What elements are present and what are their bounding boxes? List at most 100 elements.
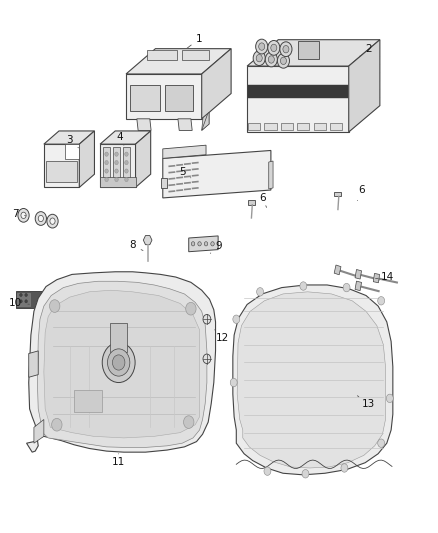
Polygon shape (37, 281, 207, 447)
Circle shape (198, 241, 201, 246)
Text: 8: 8 (129, 240, 143, 251)
Polygon shape (269, 161, 273, 189)
Polygon shape (330, 123, 342, 130)
Circle shape (113, 355, 125, 370)
Circle shape (105, 160, 108, 165)
Circle shape (115, 152, 118, 156)
Polygon shape (247, 66, 349, 132)
Circle shape (105, 152, 108, 156)
Circle shape (203, 354, 211, 364)
Circle shape (211, 241, 214, 246)
Polygon shape (233, 285, 393, 475)
Circle shape (386, 394, 393, 402)
Polygon shape (373, 273, 380, 283)
Text: 3: 3 (67, 135, 78, 148)
Circle shape (21, 212, 26, 219)
Circle shape (256, 54, 262, 62)
Circle shape (378, 296, 385, 305)
Polygon shape (161, 178, 167, 189)
Polygon shape (137, 119, 151, 131)
Polygon shape (16, 291, 42, 308)
Circle shape (115, 160, 118, 165)
Circle shape (125, 152, 128, 156)
Polygon shape (147, 50, 177, 60)
Text: 14: 14 (375, 272, 394, 282)
Circle shape (107, 349, 130, 376)
Circle shape (300, 282, 307, 290)
Polygon shape (135, 131, 151, 188)
Circle shape (25, 300, 28, 303)
Polygon shape (202, 112, 209, 131)
Polygon shape (163, 150, 271, 198)
Polygon shape (247, 39, 380, 66)
Circle shape (271, 44, 277, 52)
Polygon shape (100, 177, 135, 188)
Circle shape (265, 52, 277, 67)
Polygon shape (100, 144, 135, 188)
Polygon shape (265, 123, 276, 130)
Polygon shape (202, 49, 231, 119)
Circle shape (18, 208, 29, 222)
Circle shape (47, 214, 58, 228)
Text: 1: 1 (187, 34, 203, 49)
Polygon shape (102, 147, 110, 184)
Text: 7: 7 (12, 209, 26, 219)
Polygon shape (126, 74, 202, 119)
Polygon shape (18, 293, 30, 305)
Polygon shape (182, 50, 209, 60)
Circle shape (105, 177, 108, 182)
Polygon shape (335, 191, 341, 196)
Polygon shape (189, 236, 218, 252)
Text: 13: 13 (357, 395, 375, 409)
Circle shape (302, 470, 309, 478)
Polygon shape (248, 85, 348, 98)
Circle shape (341, 464, 348, 472)
Circle shape (378, 439, 385, 447)
Circle shape (20, 300, 22, 303)
Text: 12: 12 (215, 330, 229, 343)
Circle shape (184, 416, 194, 429)
Polygon shape (202, 112, 209, 131)
Polygon shape (65, 144, 79, 159)
Polygon shape (46, 161, 77, 182)
Polygon shape (297, 41, 319, 60)
Circle shape (52, 418, 62, 431)
Text: 4: 4 (116, 132, 124, 145)
Polygon shape (110, 324, 127, 352)
Polygon shape (44, 131, 95, 144)
Text: 11: 11 (112, 454, 125, 467)
Polygon shape (314, 123, 326, 130)
Circle shape (20, 293, 22, 296)
Polygon shape (123, 147, 131, 184)
Polygon shape (44, 290, 200, 438)
Circle shape (38, 215, 43, 222)
Circle shape (343, 284, 350, 292)
Circle shape (280, 42, 292, 56)
Text: 6: 6 (259, 193, 267, 207)
Polygon shape (248, 200, 255, 205)
Circle shape (264, 467, 271, 475)
Circle shape (125, 169, 128, 173)
Polygon shape (113, 147, 120, 184)
Circle shape (277, 53, 290, 68)
Text: 9: 9 (210, 241, 223, 253)
Circle shape (115, 169, 118, 173)
Polygon shape (131, 85, 160, 111)
Polygon shape (44, 144, 79, 188)
Circle shape (253, 51, 265, 66)
Polygon shape (297, 123, 309, 130)
Circle shape (35, 212, 46, 225)
Circle shape (105, 169, 108, 173)
Circle shape (233, 315, 240, 324)
Circle shape (280, 57, 286, 64)
Circle shape (125, 177, 128, 182)
Circle shape (257, 288, 264, 296)
Circle shape (268, 56, 274, 63)
Polygon shape (74, 391, 102, 411)
Polygon shape (29, 351, 38, 377)
Text: 5: 5 (179, 166, 191, 178)
Polygon shape (248, 123, 260, 130)
Text: 2: 2 (360, 44, 371, 56)
Circle shape (256, 39, 268, 54)
Circle shape (102, 342, 135, 383)
